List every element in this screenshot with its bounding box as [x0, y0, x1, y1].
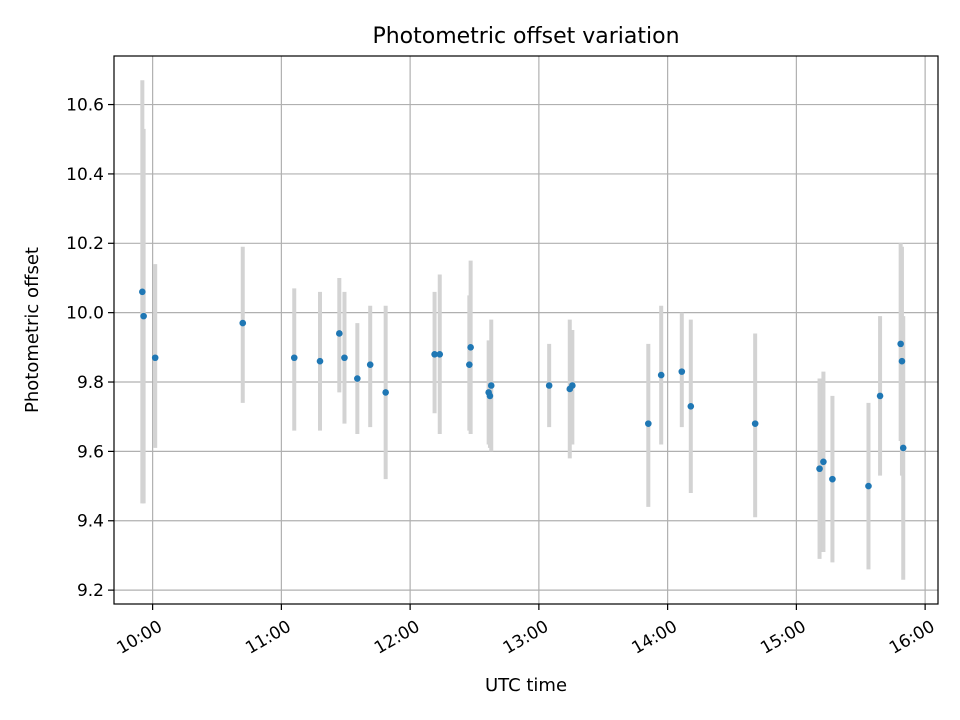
data-point: [899, 444, 907, 452]
data-point: [829, 475, 836, 483]
grid: [114, 56, 938, 604]
y-tick-label: 9.4: [77, 512, 104, 532]
y-tick-label: 9.6: [77, 442, 104, 462]
data-point: [487, 382, 495, 389]
y-tick-label: 10.6: [66, 96, 104, 116]
data-point: [467, 344, 474, 351]
plot-frame: [113, 55, 939, 605]
data-point: [431, 350, 438, 358]
y-tick-label: 10.0: [66, 304, 104, 324]
data-point: [436, 350, 444, 358]
data-point: [341, 354, 348, 362]
y-tick-label: 10.4: [66, 165, 104, 185]
data-point: [751, 420, 759, 427]
chart-title: Photometric offset variation: [372, 24, 679, 49]
y-axis-label: Photometric offset: [22, 247, 43, 413]
data-point: [569, 382, 576, 389]
data-point: [239, 319, 247, 327]
data-point: [354, 375, 361, 382]
data-point: [466, 361, 473, 368]
data-point: [336, 330, 343, 337]
data-point: [876, 392, 884, 400]
data-point: [820, 458, 827, 466]
data-point: [865, 482, 872, 490]
data-point: [898, 357, 906, 365]
data-point: [316, 357, 324, 365]
x-axis-label: UTC time: [485, 675, 567, 696]
data-point: [678, 368, 686, 375]
data-point: [382, 389, 389, 396]
data-point: [645, 420, 652, 427]
data-point: [290, 354, 298, 362]
data-point: [687, 403, 695, 410]
data-point: [486, 392, 494, 400]
data-point: [816, 465, 823, 473]
data-point: [139, 288, 146, 296]
data-points: [139, 288, 907, 490]
y-tick-label: 10.2: [66, 234, 104, 254]
data-point: [151, 354, 159, 362]
y-tick-label: 9.8: [77, 373, 104, 393]
data-point: [140, 312, 147, 320]
data-point: [657, 371, 665, 379]
data-point: [545, 382, 553, 389]
data-point: [897, 340, 904, 348]
data-point: [366, 361, 374, 368]
y-tick-label: 9.2: [77, 581, 104, 601]
